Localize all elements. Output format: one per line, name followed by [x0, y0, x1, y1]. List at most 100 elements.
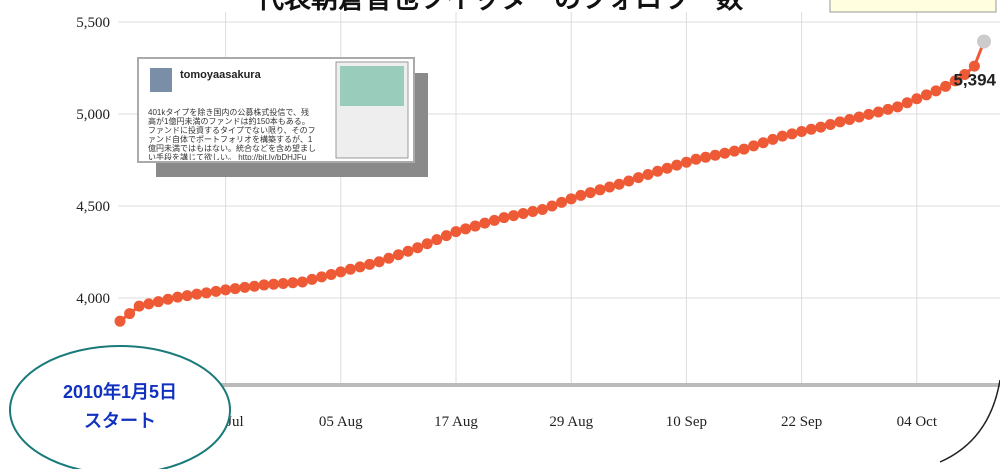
data-point: [738, 143, 750, 155]
data-point: [901, 97, 913, 109]
data-point: [776, 130, 788, 142]
data-point: [325, 268, 337, 280]
data-point: [719, 147, 731, 159]
data-point: [604, 181, 616, 193]
data-point: [498, 212, 510, 224]
data-point: [536, 203, 548, 215]
data-point: [796, 125, 808, 137]
avatar: [150, 68, 172, 92]
data-point: [786, 128, 798, 140]
data-point: [700, 151, 712, 163]
inset-tweet: tomoyaasakura 401kタイプを除き国内の公募株式投信で、残高が1億…: [137, 57, 428, 177]
data-point: [460, 223, 472, 235]
data-point: [344, 263, 356, 275]
data-point: [383, 252, 395, 264]
data-point: [584, 187, 596, 199]
y-tick-label: 4,500: [76, 199, 110, 215]
data-point: [959, 68, 971, 80]
data-point: [757, 137, 769, 149]
data-point: [200, 287, 212, 299]
data-point: [364, 258, 376, 270]
data-point: [239, 281, 251, 293]
data-point: [373, 256, 385, 268]
data-point: [748, 140, 760, 152]
data-point: [143, 298, 155, 310]
data-point: [949, 75, 961, 87]
y-tick-label: 4,000: [76, 291, 110, 307]
data-point: [354, 261, 366, 273]
legend-box: [829, 0, 997, 13]
data-point: [968, 60, 980, 72]
data-point: [210, 285, 222, 297]
data-point: [911, 93, 923, 105]
data-point: [872, 106, 884, 118]
callout-line: スタート: [84, 411, 156, 431]
data-point: [920, 89, 932, 101]
data-point: [882, 103, 894, 115]
x-tick-label: 29 Aug: [549, 414, 593, 430]
data-point: [556, 196, 568, 208]
data-point: [546, 200, 558, 212]
data-point: [133, 300, 145, 312]
data-point: [527, 206, 539, 218]
data-point: [479, 217, 491, 229]
data-point: [440, 230, 452, 242]
data-point: [690, 153, 702, 165]
data-point: [517, 208, 529, 220]
data-point: [287, 277, 299, 289]
decor-arc: [939, 379, 1000, 463]
inset-text-box: 401kタイプを除き国内の公募株式投信で、残高が1億円未満のファンドは約150本…: [148, 108, 316, 160]
data-point: [124, 308, 136, 320]
data-point: [220, 284, 232, 296]
data-point: [767, 133, 779, 145]
value-label: 5,394: [953, 71, 996, 90]
chart-title: 代表朝倉智也ツイッターのフォロワー数: [256, 0, 744, 14]
callout-line: 2010年1月5日: [63, 381, 177, 402]
data-point: [277, 277, 289, 289]
data-point: [824, 118, 836, 130]
data-point: [930, 85, 942, 97]
x-tick-label: 10 Sep: [666, 414, 707, 430]
y-tick-label: 5,000: [76, 107, 110, 123]
data-point: [940, 80, 952, 92]
data-point: [575, 189, 587, 201]
data-point: [613, 178, 625, 190]
data-point: [392, 249, 404, 261]
data-point: [488, 214, 500, 226]
data-point: [623, 175, 635, 187]
data-point: [431, 234, 443, 246]
x-tick-label: 04 Oct: [897, 414, 938, 430]
data-point: [661, 162, 673, 174]
x-tick-label: 22 Sep: [781, 414, 822, 430]
inset-user: tomoyaasakura: [180, 69, 262, 81]
data-point: [248, 280, 260, 292]
data-point: [162, 293, 174, 305]
x-tick-label: 17 Aug: [434, 414, 478, 430]
data-point: [469, 220, 481, 232]
data-point: [335, 266, 347, 278]
y-tick-label: 5,500: [76, 15, 110, 31]
data-point: [268, 278, 280, 290]
data-point: [815, 121, 827, 133]
data-point: [412, 242, 424, 254]
data-point: [671, 159, 683, 171]
data-point: [450, 226, 462, 238]
data-point: [402, 245, 414, 257]
data-point: [709, 149, 721, 161]
data-point: [642, 169, 654, 181]
data-point: [229, 283, 241, 295]
data-point: [258, 279, 270, 291]
inset-thumb-img: [340, 66, 404, 106]
data-point: [594, 184, 606, 196]
data-point: [316, 271, 328, 283]
data-point: [508, 210, 520, 222]
data-point: [306, 273, 318, 285]
data-point: [652, 165, 664, 177]
data-point: [114, 315, 126, 327]
data-point: [632, 172, 644, 184]
data-point: [844, 114, 856, 126]
data-point: [863, 108, 875, 120]
data-point: [296, 276, 308, 288]
